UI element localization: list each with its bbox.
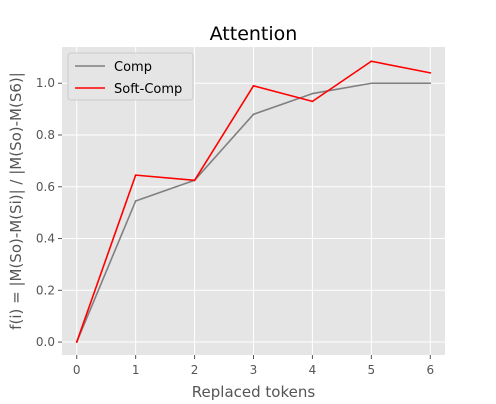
data-point-comp	[134, 200, 137, 202]
x-axis-label: Replaced tokens	[192, 383, 316, 400]
x-tick-label: 5	[368, 363, 376, 377]
x-tick-label: 0	[73, 363, 81, 377]
chart-title: Attention	[210, 23, 298, 45]
y-tick-label: 0.8	[36, 128, 55, 142]
y-tick-label: 1.0	[36, 76, 55, 90]
x-tick-label: 6	[426, 363, 434, 377]
legend: Comp Soft-Comp	[67, 52, 194, 101]
data-point-soft-comp	[75, 341, 78, 343]
data-point-soft-comp	[252, 84, 255, 87]
data-point-soft-comp	[193, 179, 196, 182]
data-point-comp	[252, 113, 255, 116]
series-lines	[75, 60, 432, 343]
data-point-soft-comp	[311, 100, 314, 103]
data-point-comp	[429, 82, 432, 85]
y-tick-labels: 0.0 0.2 0.4 0.6 0.8 1.0	[36, 76, 62, 349]
x-tick-label: 3	[250, 363, 258, 377]
y-tick-label: 0.4	[36, 232, 55, 246]
data-point-soft-comp	[370, 60, 373, 63]
y-axis-label: f(i) = |M(So)-M(Si)| / |M(So)-M(S6)|	[7, 72, 25, 330]
x-tick-labels: 0 1 2 3 4 5 6	[73, 355, 434, 377]
y-tick-label: 0.0	[36, 335, 55, 349]
y-tick-label: 0.6	[36, 180, 55, 194]
data-point-comp	[311, 92, 314, 95]
y-tick-label: 0.2	[36, 283, 55, 297]
x-tick-label: 2	[191, 363, 199, 377]
legend-label-soft-comp: Soft-Comp	[114, 82, 182, 97]
x-tick-label: 4	[309, 363, 317, 377]
data-point-soft-comp	[134, 174, 137, 177]
data-point-soft-comp	[429, 71, 432, 74]
legend-label-comp: Comp	[114, 60, 152, 75]
x-tick-label: 1	[132, 363, 140, 377]
data-point-comp	[370, 82, 373, 85]
